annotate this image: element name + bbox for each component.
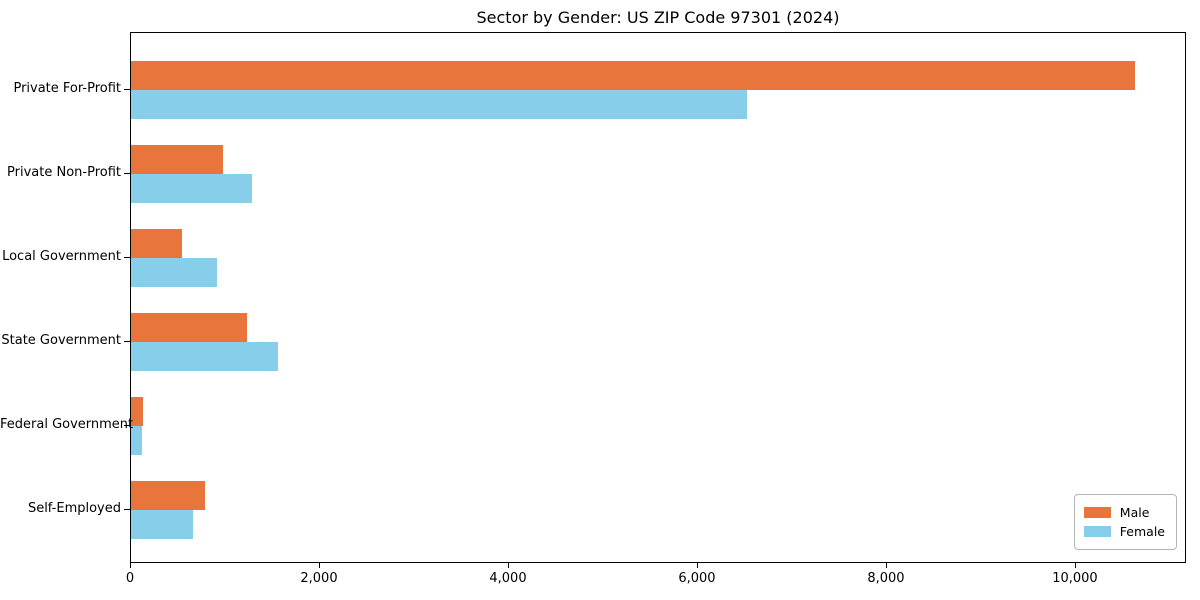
- bar-female: [131, 258, 217, 287]
- bar-male: [131, 61, 1135, 90]
- x-tick-label: 4,000: [489, 571, 527, 586]
- y-tick-mark: [124, 257, 130, 258]
- x-tick-label: 6,000: [678, 571, 716, 586]
- y-tick-mark: [124, 89, 130, 90]
- x-tick-label: 8,000: [867, 571, 905, 586]
- y-tick-mark: [124, 509, 130, 510]
- bar-male: [131, 397, 143, 426]
- x-tick-mark: [507, 563, 509, 568]
- y-tick-mark: [124, 425, 130, 426]
- bar-female: [131, 174, 252, 203]
- y-axis-label: Private For-Profit: [13, 81, 121, 96]
- x-tick-mark: [1074, 563, 1076, 568]
- y-axis-label: Local Government: [2, 249, 121, 264]
- legend: Male Female: [1073, 494, 1177, 550]
- bar-female: [131, 426, 142, 455]
- x-tick-label: 0: [125, 571, 135, 586]
- legend-label: Female: [1119, 524, 1165, 539]
- legend-label: Male: [1119, 505, 1150, 520]
- bar-male: [131, 313, 247, 342]
- x-tick-mark: [696, 563, 698, 568]
- y-axis-label: Federal Government: [0, 417, 134, 432]
- bar-female: [131, 510, 193, 539]
- legend-item-male: Male: [1083, 505, 1165, 520]
- x-tick-label: 2,000: [300, 571, 338, 586]
- bar-female: [131, 90, 747, 119]
- legend-swatch-female: [1083, 526, 1111, 537]
- y-axis-label: State Government: [1, 333, 121, 348]
- x-tick-mark: [130, 563, 131, 568]
- legend-item-female: Female: [1083, 524, 1165, 539]
- y-axis-label: Self-Employed: [27, 501, 121, 516]
- plot-area: Male Female: [130, 32, 1186, 563]
- bar-male: [131, 145, 224, 174]
- legend-swatch-male: [1083, 507, 1111, 518]
- x-tick-mark: [318, 563, 320, 568]
- x-tick-label: 10,000: [1052, 571, 1098, 586]
- y-tick-mark: [124, 173, 130, 174]
- y-axis-label: Private Non-Profit: [7, 165, 121, 180]
- chart-title: Sector by Gender: US ZIP Code 97301 (202…: [476, 8, 840, 27]
- bar-male: [131, 481, 205, 510]
- bar-male: [131, 229, 182, 258]
- bar-female: [131, 342, 279, 371]
- x-tick-mark: [885, 563, 887, 568]
- y-tick-mark: [124, 341, 130, 342]
